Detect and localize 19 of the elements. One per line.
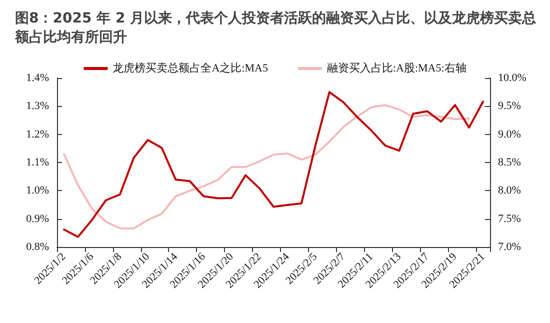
y-tick-label: 1.4% (26, 72, 49, 84)
y2-tick-label: 7.0% (498, 241, 521, 253)
y2-tick-label: 9.5% (498, 100, 521, 112)
y-tick-label: 0.9% (26, 212, 49, 225)
y2-tick-label: 8.0% (498, 184, 521, 197)
legend-label: 龙虎榜买卖总额占全A之比:MA5 (112, 62, 268, 74)
y-tick-label: 1.0% (26, 184, 49, 197)
y-tick-label: 1.3% (26, 100, 49, 112)
line-series (62, 91, 484, 238)
y-tick-label: 1.2% (26, 128, 49, 140)
line-series (62, 104, 470, 230)
legend-label: 融资买入占比:A股:MA5:右轴 (326, 62, 466, 74)
y2-tick-label: 9.0% (498, 128, 521, 140)
y-tick-label: 0.8% (26, 241, 49, 253)
y-tick-label: 1.1% (26, 156, 49, 168)
y2-tick-label: 8.5% (498, 156, 521, 168)
y2-tick-label: 7.5% (498, 212, 521, 225)
y2-tick-label: 10.0% (498, 72, 526, 84)
chart-title: 图8：2025 年 2 月以来，代表个人投资者活跃的融资买入占比、以及龙虎榜买卖总额占比均有所回升 (14, 10, 536, 46)
